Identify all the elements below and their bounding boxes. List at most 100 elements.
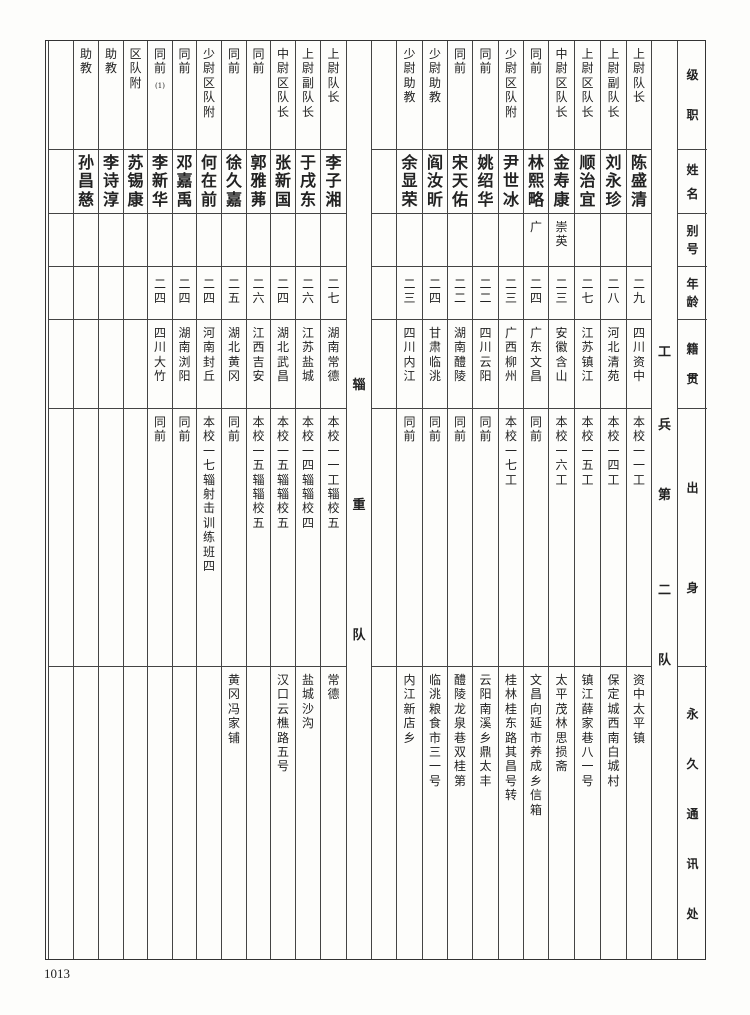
person-name: 陈盛清 [630, 153, 647, 209]
native: 四川大竹 [153, 326, 166, 384]
record-column: 助教 李诗淳 [98, 41, 123, 959]
age: 二七 [327, 277, 340, 306]
age: 二四 [202, 277, 215, 306]
alias-cell [124, 213, 147, 266]
address: 镇江薛家巷八一号 [581, 673, 594, 788]
address: 汉口云樵路五号 [276, 673, 289, 774]
origin [79, 409, 93, 415]
address: 内江新店乡 [403, 673, 416, 745]
age-cell: 二五 [222, 266, 246, 319]
age [54, 267, 68, 277]
age-cell: 二四 [148, 266, 172, 319]
age-cell: 年龄 [678, 266, 707, 319]
age-cell [372, 266, 396, 319]
name-cell: 金寿康 [549, 149, 574, 213]
origin-cell [74, 408, 98, 666]
alias [504, 214, 518, 220]
native: 四川云阳 [479, 326, 492, 384]
rank-cell: 助教 [74, 41, 98, 149]
alias [153, 214, 167, 220]
age-cell: 二三 [397, 266, 422, 319]
rank: 少尉助教 [428, 47, 441, 105]
native: 湖北黄冈 [227, 326, 240, 384]
age-cell [124, 266, 147, 319]
alias [581, 214, 595, 220]
record-column: 同前 姚绍华 二二 四川云阳 同前 云阳南溪乡鼎太丰 [472, 41, 498, 959]
rank: 同前 [479, 47, 492, 76]
age: 二四 [529, 277, 542, 306]
rank: 上尉区队长 [581, 47, 594, 119]
origin: 本校一一工 [632, 415, 645, 487]
origin: 同前 [529, 415, 542, 444]
age: 二四 [276, 277, 289, 306]
origin-cell: 本校一一工 [627, 408, 651, 666]
age-cell: 二四 [423, 266, 447, 319]
age-cell: 二四 [173, 266, 196, 319]
name-cell: 顺治宜 [575, 149, 600, 213]
alias: 广 [529, 220, 542, 234]
record-column: 同前 徐久嘉 二五 湖北黄冈 同前 黄冈冯家铺 [221, 41, 246, 959]
person-name: 刘永珍 [605, 153, 622, 209]
origin [54, 409, 68, 415]
address-cell [197, 666, 221, 961]
address-cell: 文昌向延市养成乡信箱 [524, 666, 548, 961]
rank: 同前 [529, 47, 542, 76]
native [104, 320, 118, 326]
age-cell: 二七 [321, 266, 346, 319]
address-cell: 常德 [321, 666, 346, 961]
record-column: 助教 孙昌慈 [73, 41, 98, 959]
address [129, 667, 143, 673]
alias [377, 214, 391, 220]
alias-cell [448, 213, 472, 266]
native-cell: 河北清苑 [601, 319, 626, 408]
section-label-char: 辎 [352, 378, 366, 393]
record-column: 同前 (1) 李新华 二四 四川大竹 同前 [147, 41, 172, 959]
native-cell [124, 319, 147, 408]
address-cell [49, 666, 73, 961]
rank: 上尉队长 [327, 47, 340, 105]
native: 湖南常德 [327, 326, 340, 384]
alias [202, 214, 216, 220]
rank-cell: 区队附 [124, 41, 147, 149]
alias [632, 214, 646, 220]
origin-cell: 同前 [173, 408, 196, 666]
header-alias: 别号 [686, 224, 699, 256]
rank-cell: 同前 [173, 41, 196, 149]
person-name: 何在前 [200, 153, 217, 209]
age-cell: 二六 [247, 266, 270, 319]
rank [54, 41, 68, 47]
age: 二四 [178, 277, 191, 306]
section-label-char: 队 [657, 653, 671, 668]
record-column [371, 41, 396, 959]
alias [104, 214, 118, 220]
name-cell: 于戌东 [296, 149, 320, 213]
address [202, 667, 216, 673]
origin-cell [49, 408, 73, 666]
origin-cell: 本校一五工 [575, 408, 600, 666]
alias [79, 214, 93, 220]
rank-cell: 上尉副队长 [296, 41, 320, 149]
alias-cell [173, 213, 196, 266]
origin-cell [124, 408, 147, 666]
native-cell [49, 319, 73, 408]
age-cell: 二六 [296, 266, 320, 319]
alias-cell [372, 213, 396, 266]
native [54, 320, 68, 326]
native-cell: 湖南浏阳 [173, 319, 196, 408]
name-cell: 宋天佑 [448, 149, 472, 213]
native-cell [372, 319, 396, 408]
origin [104, 409, 118, 415]
rank: 上尉副队长 [607, 47, 620, 119]
record-column: 同前 宋天佑 二二 湖南醴陵 同前 醴陵龙泉巷双桂第 [447, 41, 472, 959]
origin-cell: 同前 [148, 408, 172, 666]
record-column: 同前 郭雅茀 二六 江西吉安 本校一五辎辎校五 [246, 41, 270, 959]
name-cell: 徐久嘉 [222, 149, 246, 213]
alias [479, 214, 493, 220]
origin-cell: 本校一七工 [499, 408, 523, 666]
age: 二四 [153, 277, 166, 306]
address-cell [372, 666, 396, 961]
age [129, 267, 143, 277]
alias-cell [247, 213, 270, 266]
section-label-column: 工兵第二队 [651, 41, 677, 959]
age [79, 267, 93, 277]
